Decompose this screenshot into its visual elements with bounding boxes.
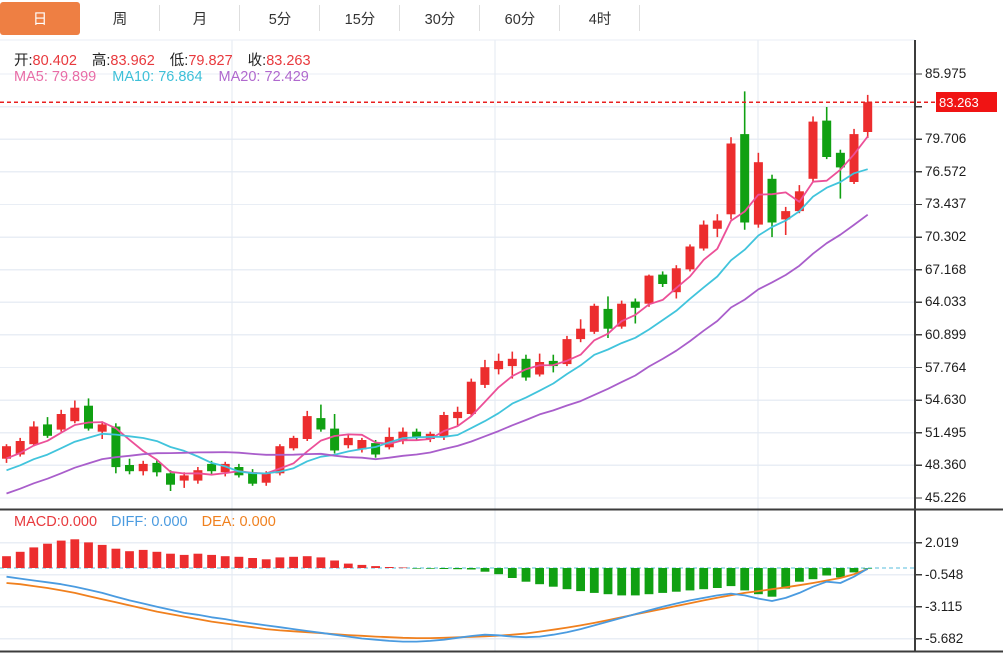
price-axis-label: 60.899 xyxy=(925,326,967,342)
tab-30min[interactable]: 30分 xyxy=(400,2,480,35)
price-axis-label: 76.572 xyxy=(925,163,967,179)
price-axis-label: 67.168 xyxy=(925,261,967,277)
price-axis-label: 85.975 xyxy=(925,66,967,81)
price-axis-label: 79.706 xyxy=(925,131,967,147)
tab-60min[interactable]: 60分 xyxy=(480,2,560,35)
price-axis-label: 73.437 xyxy=(925,196,967,212)
price-axis-label: 54.630 xyxy=(925,392,967,408)
price-axis-label: 48.360 xyxy=(925,457,967,473)
price-axis-label: 51.495 xyxy=(925,424,967,440)
tab-15min[interactable]: 15分 xyxy=(320,2,400,35)
macd-axis-label: 2.019 xyxy=(925,534,959,550)
tab-month[interactable]: 月 xyxy=(160,2,240,35)
current-price-tag: 83.263 xyxy=(936,92,997,113)
price-axis-label: 70.302 xyxy=(925,229,967,245)
price-axis-label: 64.033 xyxy=(925,294,967,310)
macd-axis-label: -0.548 xyxy=(925,566,964,582)
period-tabbar: 日周月 5分 15分 30分 60分 4时 xyxy=(0,0,1003,37)
tab-week[interactable]: 周 xyxy=(80,2,160,35)
macd-axis-label: -3.115 xyxy=(925,598,963,614)
tab-5min[interactable]: 5分 xyxy=(240,2,320,35)
tab-4hour[interactable]: 4时 xyxy=(560,2,640,35)
price-axis-label: 57.764 xyxy=(925,359,967,375)
macd-axis-label: -5.682 xyxy=(925,630,964,646)
tab-day[interactable]: 日 xyxy=(0,2,80,35)
price-axis-label: 45.226 xyxy=(925,489,967,505)
